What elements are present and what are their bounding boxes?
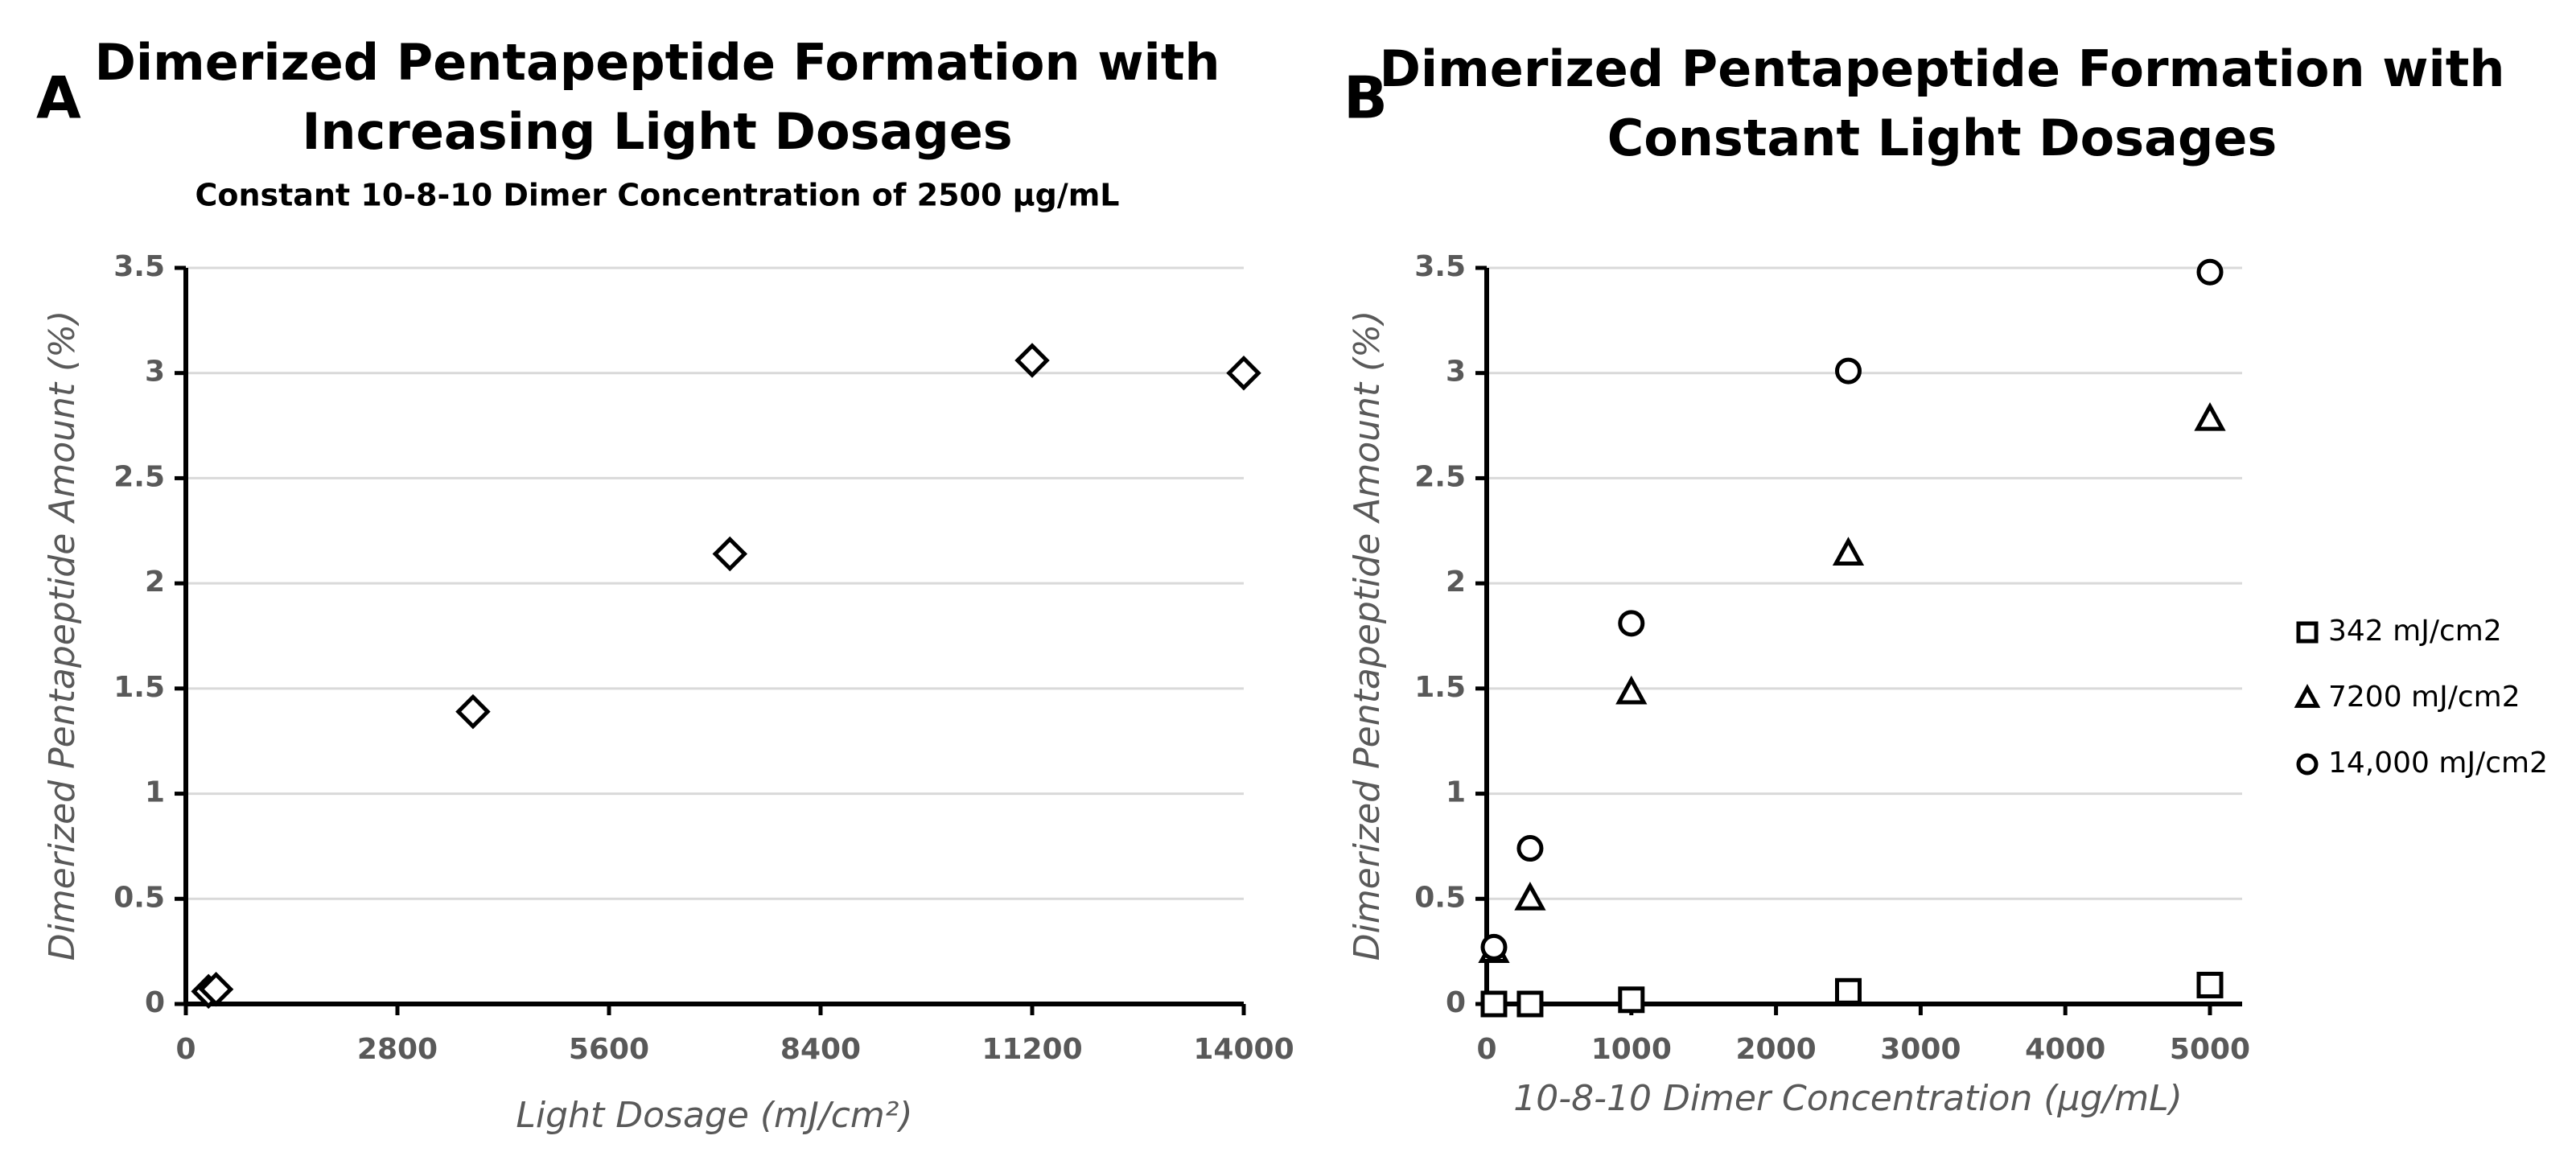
legend-marker (2296, 621, 2319, 644)
y-tick-label: 0 (1446, 986, 1466, 1019)
chart-title: Increasing Light Dosages (302, 102, 1012, 161)
y-tick-label: 1 (145, 776, 165, 809)
data-point (1226, 355, 1261, 391)
y-tick-label: 1 (1446, 776, 1466, 809)
data-point (1618, 610, 1645, 637)
y-tick-label: 1.5 (113, 671, 165, 704)
chart-title: Dimerized Pentapeptide Formation with (94, 33, 1220, 92)
x-tick-label: 0 (1476, 1033, 1496, 1066)
data-point (1516, 990, 1544, 1018)
y-tick-label: 3 (1446, 356, 1466, 389)
y-tick-label: 0.5 (1414, 881, 1466, 914)
y-axis-label: Dimerized Pentapeptide Amount (%) (42, 311, 83, 961)
x-tick-label: 5600 (569, 1033, 649, 1066)
y-tick-label: 2.5 (1414, 460, 1466, 493)
y-tick-label: 3 (145, 356, 165, 389)
x-tick-label: 1000 (1591, 1033, 1672, 1066)
data-point (1480, 933, 1508, 961)
y-tick-label: 2 (1446, 566, 1466, 599)
data-point (1615, 675, 1648, 705)
x-tick-label: 8400 (780, 1033, 861, 1066)
data-point (712, 536, 748, 572)
y-tick-label: 2 (145, 566, 165, 599)
x-tick-label: 0 (175, 1033, 195, 1066)
x-tick-label: 2000 (1735, 1033, 1816, 1066)
data-point (1516, 835, 1544, 862)
y-tick-label: 3.5 (1414, 250, 1466, 283)
data-point (455, 693, 491, 730)
data-point (2196, 258, 2224, 286)
data-point (2194, 401, 2226, 431)
data-point (198, 971, 234, 1007)
x-tick-label: 3000 (1880, 1033, 1961, 1066)
chart-subtitle: Constant 10-8-10 Dimer Concentration of … (195, 178, 1119, 213)
y-axis-label: Dimerized Pentapeptide Amount (%) (1347, 311, 1388, 961)
x-axis-label: 10-8-10 Dimer Concentration (μg/mL) (1513, 1078, 2183, 1119)
legend-label: 342 mJ/cm2 (2328, 615, 2502, 648)
legend-label: 14,000 mJ/cm2 (2328, 747, 2548, 780)
data-point (1480, 990, 1508, 1018)
data-point (1835, 977, 1862, 1005)
legend-marker (2296, 753, 2319, 776)
data-point (1835, 357, 1862, 385)
data-point (2196, 971, 2224, 998)
x-tick-label: 4000 (2025, 1033, 2105, 1066)
panel-letter: A (36, 64, 81, 132)
y-tick-label: 0 (145, 986, 165, 1019)
legend-label: 7200 mJ/cm2 (2328, 681, 2520, 714)
x-tick-label: 14000 (1193, 1033, 1294, 1066)
x-axis-label: Light Dosage (mJ/cm²) (516, 1095, 912, 1136)
y-tick-label: 0.5 (113, 881, 165, 914)
chart-title: Constant Light Dosages (1607, 109, 2278, 167)
data-point (1514, 881, 1546, 911)
chart-title: Dimerized Pentapeptide Formation with (1379, 39, 2504, 98)
x-tick-label: 2800 (357, 1033, 438, 1066)
panel-letter: B (1344, 64, 1388, 132)
x-tick-label: 11200 (981, 1033, 1082, 1066)
y-tick-label: 2.5 (113, 460, 165, 493)
data-point (1014, 343, 1050, 378)
y-tick-label: 1.5 (1414, 671, 1466, 704)
data-point (1618, 986, 1645, 1014)
data-point (1832, 537, 1865, 566)
legend-marker (2294, 684, 2321, 708)
y-tick-label: 3.5 (113, 250, 165, 283)
x-tick-label: 5000 (2170, 1033, 2250, 1066)
